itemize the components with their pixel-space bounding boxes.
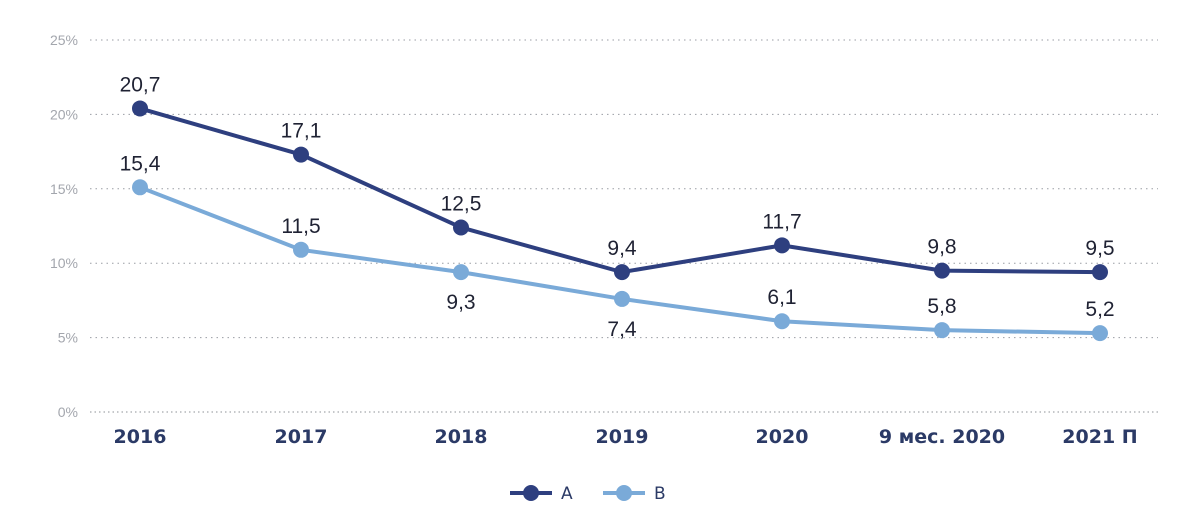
- data-label: 17,1: [281, 120, 322, 143]
- data-point: [293, 241, 309, 258]
- data-label: 5,2: [1085, 298, 1114, 321]
- data-point: [1092, 264, 1108, 281]
- data-point: [934, 262, 950, 279]
- data-point: [453, 219, 469, 236]
- x-tick-label: 9 мес. 2020: [879, 426, 1005, 448]
- y-tick-label: 0%: [58, 404, 78, 420]
- legend-item: А: [510, 484, 573, 504]
- y-tick-label: 25%: [50, 32, 78, 48]
- data-label: 5,8: [927, 295, 956, 318]
- x-tick-label: 2017: [275, 426, 328, 448]
- legend-marker: [523, 485, 539, 501]
- data-point: [774, 313, 790, 330]
- data-label: 12,5: [441, 192, 482, 215]
- x-tick-label: 2021 П: [1062, 426, 1137, 448]
- data-label: 11,7: [762, 210, 801, 233]
- data-label: 9,4: [607, 237, 637, 260]
- y-tick-label: 10%: [50, 255, 78, 271]
- data-point: [614, 264, 630, 281]
- data-point: [934, 322, 950, 339]
- y-tick-label: 20%: [50, 106, 78, 122]
- legend-label: А: [561, 484, 573, 504]
- x-tick-label: 2016: [114, 426, 167, 448]
- data-point: [132, 179, 148, 196]
- legend-marker: [616, 485, 632, 501]
- x-tick-label: 2020: [756, 426, 809, 448]
- y-axis-ticks: 0% 5% 10% 15% 20% 25%: [50, 32, 78, 420]
- series-lines: [132, 100, 1108, 342]
- legend-item: В: [603, 484, 666, 504]
- data-label: 11,5: [281, 215, 320, 238]
- data-point: [774, 237, 790, 254]
- data-point: [1092, 325, 1108, 342]
- data-label: 15,4: [120, 152, 161, 175]
- data-label: 9,5: [1085, 237, 1114, 260]
- data-label: 20,7: [120, 73, 161, 96]
- legend-label: В: [654, 484, 666, 504]
- y-tick-label: 5%: [58, 330, 78, 346]
- y-tick-label: 15%: [50, 181, 78, 197]
- data-label: 9,3: [446, 291, 475, 314]
- data-label: 6,1: [767, 286, 796, 309]
- data-point: [453, 264, 469, 281]
- data-labels: 20,7 17,1 12,5 9,4 11,7 9,8 9,5 15,4 11,5 9,3 7,4 6…: [120, 73, 1115, 340]
- x-tick-label: 2018: [435, 426, 488, 448]
- x-axis-ticks: 2016 2017 2018 2019 2020 9 мес. 2020 2021 П: [114, 426, 1138, 448]
- gridlines: [90, 39, 1158, 413]
- data-label: 7,4: [607, 318, 637, 341]
- data-point: [293, 146, 309, 163]
- data-point: [614, 290, 630, 307]
- data-point: [132, 100, 148, 117]
- x-tick-label: 2019: [596, 426, 649, 448]
- data-label: 9,8: [927, 236, 956, 259]
